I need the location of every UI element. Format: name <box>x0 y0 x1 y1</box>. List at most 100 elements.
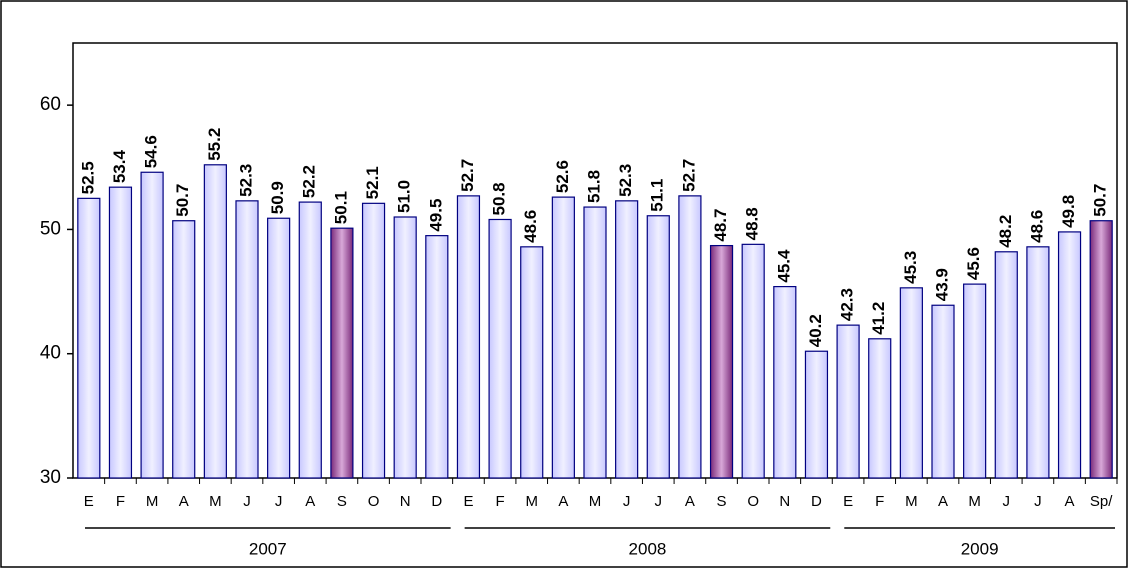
bar <box>203 164 227 479</box>
x-tick-label: Sp/ <box>1090 493 1113 510</box>
x-tick-label: F <box>875 493 884 510</box>
value-label: 54.6 <box>142 135 161 168</box>
value-label: 52.7 <box>679 159 698 192</box>
x-tick-label: A <box>179 493 189 510</box>
x-tick-label: N <box>400 493 411 510</box>
bar <box>741 243 765 479</box>
bar <box>267 217 291 479</box>
value-label: 48.6 <box>1027 210 1046 243</box>
bar <box>1089 220 1113 479</box>
bar <box>678 195 702 479</box>
x-tick-label: E <box>84 493 94 510</box>
value-label: 45.4 <box>774 249 793 283</box>
bar <box>108 186 133 479</box>
x-tick-label: J <box>275 493 283 510</box>
value-label: 55.2 <box>205 128 224 161</box>
bar <box>963 283 987 479</box>
bar <box>456 195 481 479</box>
value-label: 52.6 <box>553 160 572 193</box>
x-tick-label: J <box>1034 493 1042 510</box>
x-tick-label: M <box>525 493 538 510</box>
value-label: 43.9 <box>932 268 951 301</box>
x-tick-label: N <box>779 493 790 510</box>
group-label: 2009 <box>961 539 999 558</box>
bar <box>140 171 164 479</box>
value-label: 48.7 <box>711 208 730 241</box>
x-tick-label: A <box>938 493 948 510</box>
x-tick-label: J <box>1003 493 1011 510</box>
x-tick-label: A <box>685 493 695 510</box>
bar <box>235 200 259 479</box>
value-label: 52.1 <box>363 166 382 199</box>
bar <box>615 200 639 479</box>
x-tick-label: F <box>116 493 125 510</box>
value-label: 48.6 <box>521 210 540 243</box>
x-tick-label: E <box>843 493 853 510</box>
x-tick-label: S <box>337 493 347 510</box>
value-label: 40.2 <box>806 314 825 347</box>
bar <box>488 218 512 479</box>
value-label: 52.2 <box>300 165 319 198</box>
x-tick-label: M <box>146 493 159 510</box>
value-label: 52.3 <box>616 164 635 197</box>
value-label: 52.3 <box>236 164 255 197</box>
value-label: 50.7 <box>1091 184 1110 217</box>
y-tick-label: 30 <box>40 467 61 488</box>
value-label: 49.8 <box>1059 195 1078 228</box>
value-label: 45.3 <box>901 251 920 284</box>
value-label: 51.1 <box>648 179 667 212</box>
x-tick-label: J <box>243 493 251 510</box>
value-label: 51.0 <box>395 180 414 213</box>
value-label: 52.7 <box>458 159 477 192</box>
x-tick-label: M <box>209 493 222 510</box>
value-label: 45.6 <box>964 247 983 280</box>
bar <box>868 338 892 479</box>
value-label: 48.8 <box>743 207 762 240</box>
x-tick-label: O <box>368 493 380 510</box>
bar <box>646 215 670 479</box>
bar <box>330 227 354 479</box>
value-label: 41.2 <box>869 302 888 335</box>
group-label: 2007 <box>249 539 287 558</box>
x-tick-label: A <box>1065 493 1075 510</box>
y-tick-label: 40 <box>40 343 61 364</box>
bar <box>393 216 417 479</box>
value-label: 53.4 <box>110 150 129 184</box>
bar <box>836 324 860 479</box>
bar <box>1026 246 1050 479</box>
value-label: 42.3 <box>838 288 857 321</box>
x-tick-label: O <box>747 493 759 510</box>
x-tick-label: D <box>811 493 822 510</box>
x-tick-label: F <box>496 493 505 510</box>
x-tick-label: M <box>905 493 918 510</box>
x-tick-label: M <box>589 493 602 510</box>
x-tick-label: A <box>558 493 568 510</box>
bar <box>583 206 607 479</box>
value-label: 48.2 <box>996 215 1015 248</box>
bar <box>551 196 575 479</box>
bar <box>994 251 1018 479</box>
bar <box>298 201 322 479</box>
x-tick-label: S <box>717 493 727 510</box>
group-label: 2008 <box>629 539 667 558</box>
bar <box>899 287 923 479</box>
y-tick-label: 50 <box>40 218 61 239</box>
bar <box>1057 231 1082 479</box>
value-label: 49.5 <box>426 199 445 232</box>
bar <box>520 246 544 479</box>
y-tick-label: 60 <box>40 94 61 115</box>
value-label: 51.8 <box>584 170 603 203</box>
bar <box>425 235 449 479</box>
bar <box>804 350 829 479</box>
x-tick-label: J <box>655 493 663 510</box>
x-tick-label: A <box>305 493 315 510</box>
bar <box>773 286 797 479</box>
value-label: 50.7 <box>173 184 192 217</box>
value-label: 52.5 <box>78 161 97 194</box>
bar <box>361 202 386 479</box>
value-label: 50.9 <box>268 181 287 214</box>
bar <box>77 197 101 479</box>
bar <box>931 304 955 479</box>
x-tick-label: M <box>968 493 981 510</box>
